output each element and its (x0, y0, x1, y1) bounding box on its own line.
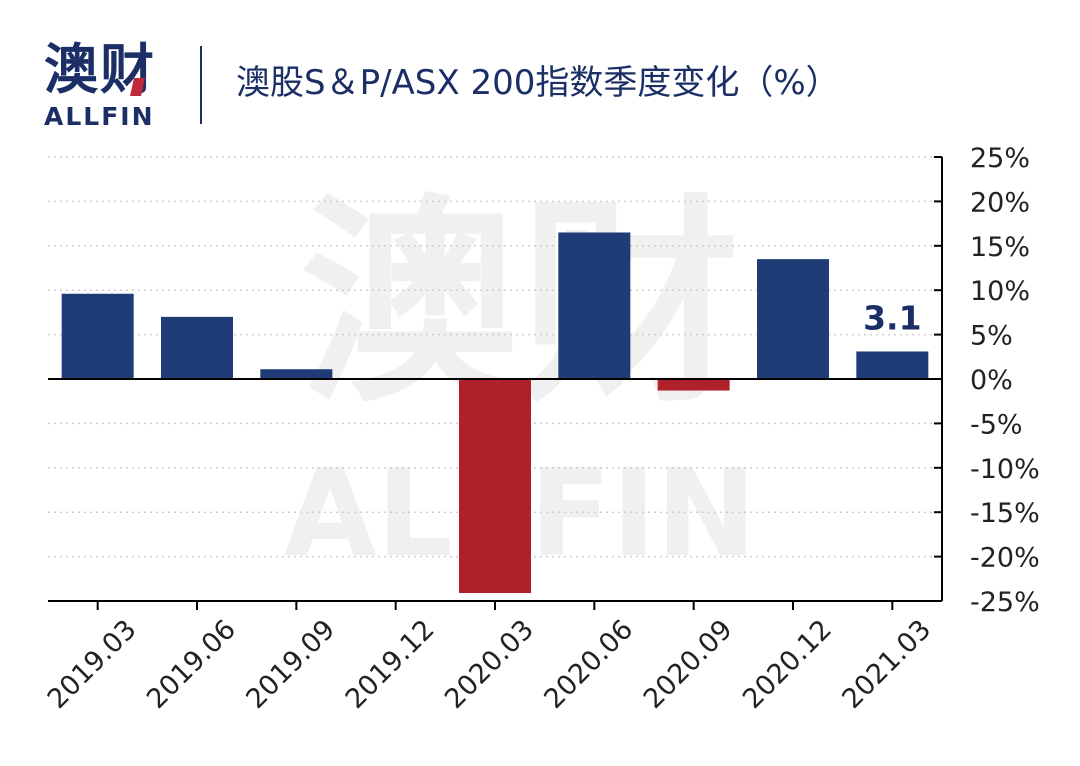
bar-2020.03 (459, 379, 531, 594)
y-tick-label: -25% (970, 587, 1040, 618)
bar-2020.06 (558, 232, 631, 379)
x-tick-label-2020.06: 2020.06 (538, 614, 639, 715)
y-tick-label: -15% (970, 498, 1040, 529)
bar-2020.12 (757, 259, 829, 379)
chart-title: 澳股S＆P/ASX 200指数季度变化（%） (236, 63, 840, 103)
y-tick-label: -20% (970, 543, 1040, 574)
x-tick-label-2020.09: 2020.09 (638, 614, 739, 715)
bar-2019.03 (61, 293, 134, 379)
bar-2019.06 (161, 316, 233, 379)
logo-english-text: ALLFIN (44, 102, 155, 131)
y-tick-label: -5% (970, 409, 1023, 440)
y-tick-label: 5% (970, 321, 1013, 352)
header-divider (200, 46, 202, 124)
y-tick-label: 25% (970, 143, 1030, 174)
x-tick-label-2020.03: 2020.03 (439, 614, 540, 715)
x-tick-label-2020.12: 2020.12 (737, 614, 838, 715)
y-tick-label: 15% (970, 232, 1030, 263)
y-tick-label: 0% (970, 365, 1013, 396)
bar-2019.09 (260, 369, 333, 379)
x-tick-label-2019.09: 2019.09 (240, 614, 341, 715)
y-tick-label: -10% (970, 454, 1040, 485)
x-tick-label-2019.06: 2019.06 (141, 614, 242, 715)
brand-logo: 澳财 ALLFIN (44, 40, 164, 132)
bar-2020.09 (657, 379, 730, 391)
x-tick-label-2021.03: 2021.03 (836, 614, 937, 715)
x-tick-label-2019.12: 2019.12 (340, 614, 441, 715)
y-tick-label: 20% (970, 187, 1030, 218)
y-tick-label: 10% (970, 276, 1030, 307)
x-tick-label-2019.03: 2019.03 (42, 614, 143, 715)
bar-2021.03 (856, 351, 929, 379)
data-label-2021.03: 3.1 (863, 298, 921, 337)
